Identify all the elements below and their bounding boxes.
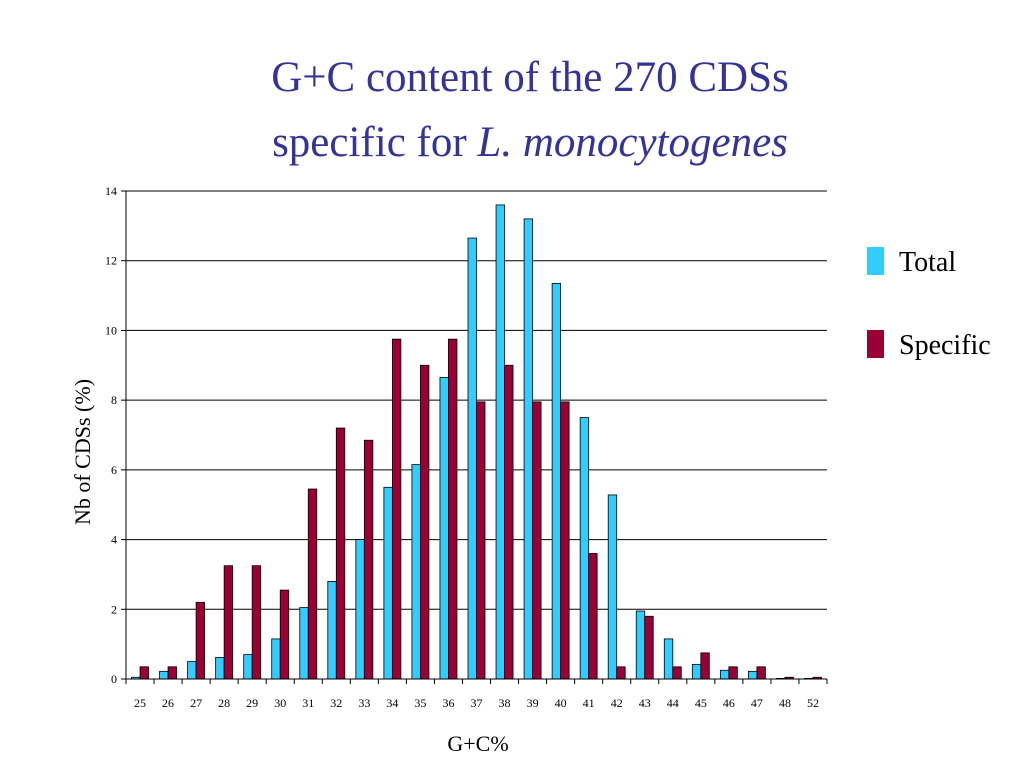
bar-specific-40 [560, 401, 570, 680]
bar-total-27 [187, 661, 197, 680]
x-tick-label: 29 [246, 696, 258, 710]
legend-label-total: Total [899, 247, 956, 278]
bar-specific-35 [420, 364, 430, 680]
bars [131, 204, 822, 680]
y-tick-label: 2 [111, 602, 117, 616]
x-tick-label: 34 [386, 696, 398, 710]
x-tick-label: 42 [611, 696, 623, 710]
x-tick-label: 47 [751, 696, 763, 710]
chart-title-species: L. monocytogenes [477, 119, 788, 166]
legend-swatch-specific [867, 330, 884, 358]
y-tick-label: 4 [111, 533, 117, 547]
y-tick-label: 10 [105, 323, 117, 337]
bar-specific-42 [616, 666, 626, 680]
y-tick-label: 14 [105, 184, 117, 198]
bar-total-28 [215, 656, 225, 680]
y-tick-label: 8 [111, 393, 117, 407]
x-tick-label: 38 [499, 696, 511, 710]
x-tick-label: 41 [583, 696, 595, 710]
chart-title-prefix: specific for [272, 119, 467, 166]
x-tick-label: 26 [162, 696, 174, 710]
bar-total-47 [748, 670, 758, 680]
bar-total-30 [271, 638, 281, 680]
chart-title-line-1: G+C content of the 270 CDSs [271, 54, 789, 101]
legend-swatch-total [867, 247, 884, 275]
bar-specific-31 [307, 488, 318, 680]
y-axis-label: Nb of CDSs (%) [70, 379, 95, 525]
x-tick-label: 39 [527, 696, 539, 710]
bar-specific-26 [167, 666, 177, 680]
bar-total-33 [355, 539, 365, 680]
bar-total-42 [607, 494, 618, 680]
x-tick-label: 52 [807, 696, 819, 710]
bar-total-32 [327, 581, 337, 680]
x-tick-label: 28 [218, 696, 230, 710]
x-tick-label: 31 [302, 696, 314, 710]
legend-label-specific: Specific [899, 330, 991, 361]
x-tick-label: 36 [442, 696, 454, 710]
bar-specific-25 [139, 666, 149, 680]
bar-specific-27 [195, 601, 206, 680]
y-tick-label: 6 [111, 463, 117, 477]
chart-title-line-2: specific for L. monocytogenes [150, 118, 910, 168]
x-tick-label: 48 [779, 696, 791, 710]
bar-total-37 [467, 237, 477, 680]
bar-specific-47 [756, 666, 766, 680]
x-axis-label: G+C% [447, 731, 508, 756]
bar-total-35 [411, 464, 421, 680]
x-tick-label: 45 [695, 696, 707, 710]
bar-specific-30 [279, 589, 290, 680]
x-tick-label: 32 [330, 696, 342, 710]
bar-specific-32 [335, 427, 346, 680]
x-tick-label: 44 [667, 696, 679, 710]
bar-specific-28 [223, 565, 234, 680]
x-tick-label: 25 [134, 696, 146, 710]
bar-specific-33 [363, 439, 374, 680]
x-tick-label: 27 [190, 696, 202, 710]
bar-total-45 [691, 663, 702, 680]
y-tick-label: 0 [111, 672, 117, 686]
bar-specific-29 [251, 565, 262, 680]
bar-total-43 [635, 610, 646, 680]
x-tick-label: 35 [414, 696, 426, 710]
bar-specific-34 [391, 338, 402, 680]
x-tick-label: 40 [555, 696, 567, 710]
legend: Total Specific [867, 247, 991, 361]
bar-total-26 [159, 670, 169, 680]
bar-total-40 [551, 282, 562, 680]
bar-specific-45 [700, 652, 710, 680]
bar-specific-43 [644, 615, 654, 680]
y-tick-label: 12 [105, 254, 117, 268]
bar-specific-44 [672, 666, 682, 680]
x-tick-label: 43 [639, 696, 651, 710]
x-tick-label: 33 [358, 696, 370, 710]
bar-total-39 [523, 218, 533, 680]
x-tick-label: 37 [471, 696, 483, 710]
bar-specific-37 [476, 401, 486, 680]
bar-total-44 [663, 638, 674, 680]
bar-specific-41 [588, 553, 598, 680]
bar-total-46 [719, 669, 730, 680]
x-tick-label: 30 [274, 696, 286, 710]
bar-total-31 [299, 607, 309, 680]
bar-total-38 [495, 204, 505, 680]
bar-specific-39 [532, 401, 542, 680]
bar-total-41 [579, 417, 590, 680]
bar-specific-36 [448, 338, 458, 680]
bar-total-29 [243, 654, 253, 680]
bar-total-36 [439, 377, 449, 680]
x-tick-label: 46 [723, 696, 735, 710]
bar-total-34 [383, 486, 393, 680]
bar-specific-38 [504, 364, 514, 680]
bar-specific-46 [728, 666, 738, 680]
